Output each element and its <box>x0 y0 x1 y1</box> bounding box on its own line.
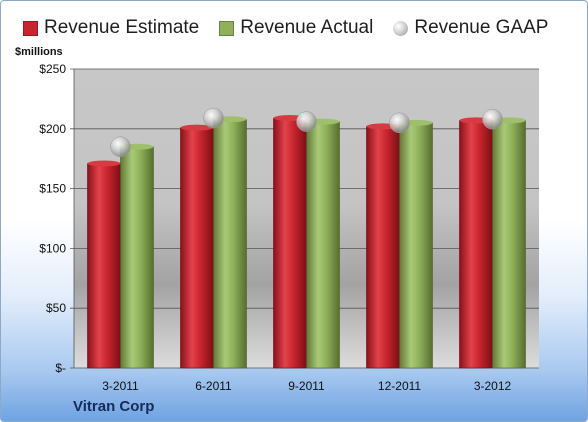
bar-revenue-estimate <box>273 117 307 369</box>
x-tick-label: 3-2011 <box>102 379 139 393</box>
bars <box>87 115 526 369</box>
legend-label-gaap: Revenue GAAP <box>414 17 549 38</box>
bubble-revenue-gaap <box>482 108 503 130</box>
legend-swatch-gaap <box>393 20 409 36</box>
bar-revenue-actual <box>213 118 247 369</box>
y-tick-label: $200 <box>39 122 66 136</box>
bar-revenue-actual <box>492 120 526 369</box>
bar-cap-estimate <box>180 124 214 131</box>
y-tick-label: $50 <box>46 301 66 315</box>
bubble-revenue-gaap <box>203 107 224 129</box>
legend-item-gaap: Revenue GAAP <box>393 17 548 39</box>
legend: Revenue Estimate Revenue Actual Revenue … <box>23 17 548 39</box>
y-tick-label: $100 <box>39 241 66 255</box>
y-tick-label: $250 <box>39 62 66 76</box>
y-tick-label: $150 <box>39 182 66 196</box>
legend-label-estimate: Revenue Estimate <box>44 17 200 38</box>
bar-revenue-actual <box>306 121 340 369</box>
bubble-revenue-gaap <box>389 112 410 134</box>
legend-item-actual: Revenue Actual <box>219 17 373 39</box>
bar-cap-estimate <box>87 160 121 167</box>
x-tick-label: 9-2011 <box>288 379 325 393</box>
bar-revenue-actual <box>120 146 154 369</box>
bubble-revenue-gaap <box>110 136 131 157</box>
bar-revenue-estimate <box>366 126 400 369</box>
bubble-revenue-gaap <box>296 111 317 132</box>
bar-revenue-estimate <box>87 163 121 369</box>
y-tick-label: $- <box>55 361 66 375</box>
legend-label-actual: Revenue Actual <box>240 17 374 38</box>
x-tick-label: 3-2012 <box>474 379 512 393</box>
y-axis-unit-label: $millions <box>15 46 63 58</box>
x-tick-label: 6-2011 <box>195 379 232 393</box>
bar-revenue-estimate <box>459 120 493 369</box>
gaap-bubbles <box>110 107 503 157</box>
bar-revenue-estimate <box>180 127 214 369</box>
company-name: Vitran Corp <box>73 398 155 415</box>
bar-revenue-actual <box>399 122 433 369</box>
x-tick-label: 12-2011 <box>378 379 421 393</box>
legend-swatch-estimate <box>23 20 38 36</box>
legend-swatch-actual <box>219 20 235 36</box>
axis-labels: $- $50 $100 $150 $200 $250 3-2011 6-2011 9-2011 1… <box>39 62 511 393</box>
legend-item-estimate: Revenue Estimate <box>23 17 199 39</box>
